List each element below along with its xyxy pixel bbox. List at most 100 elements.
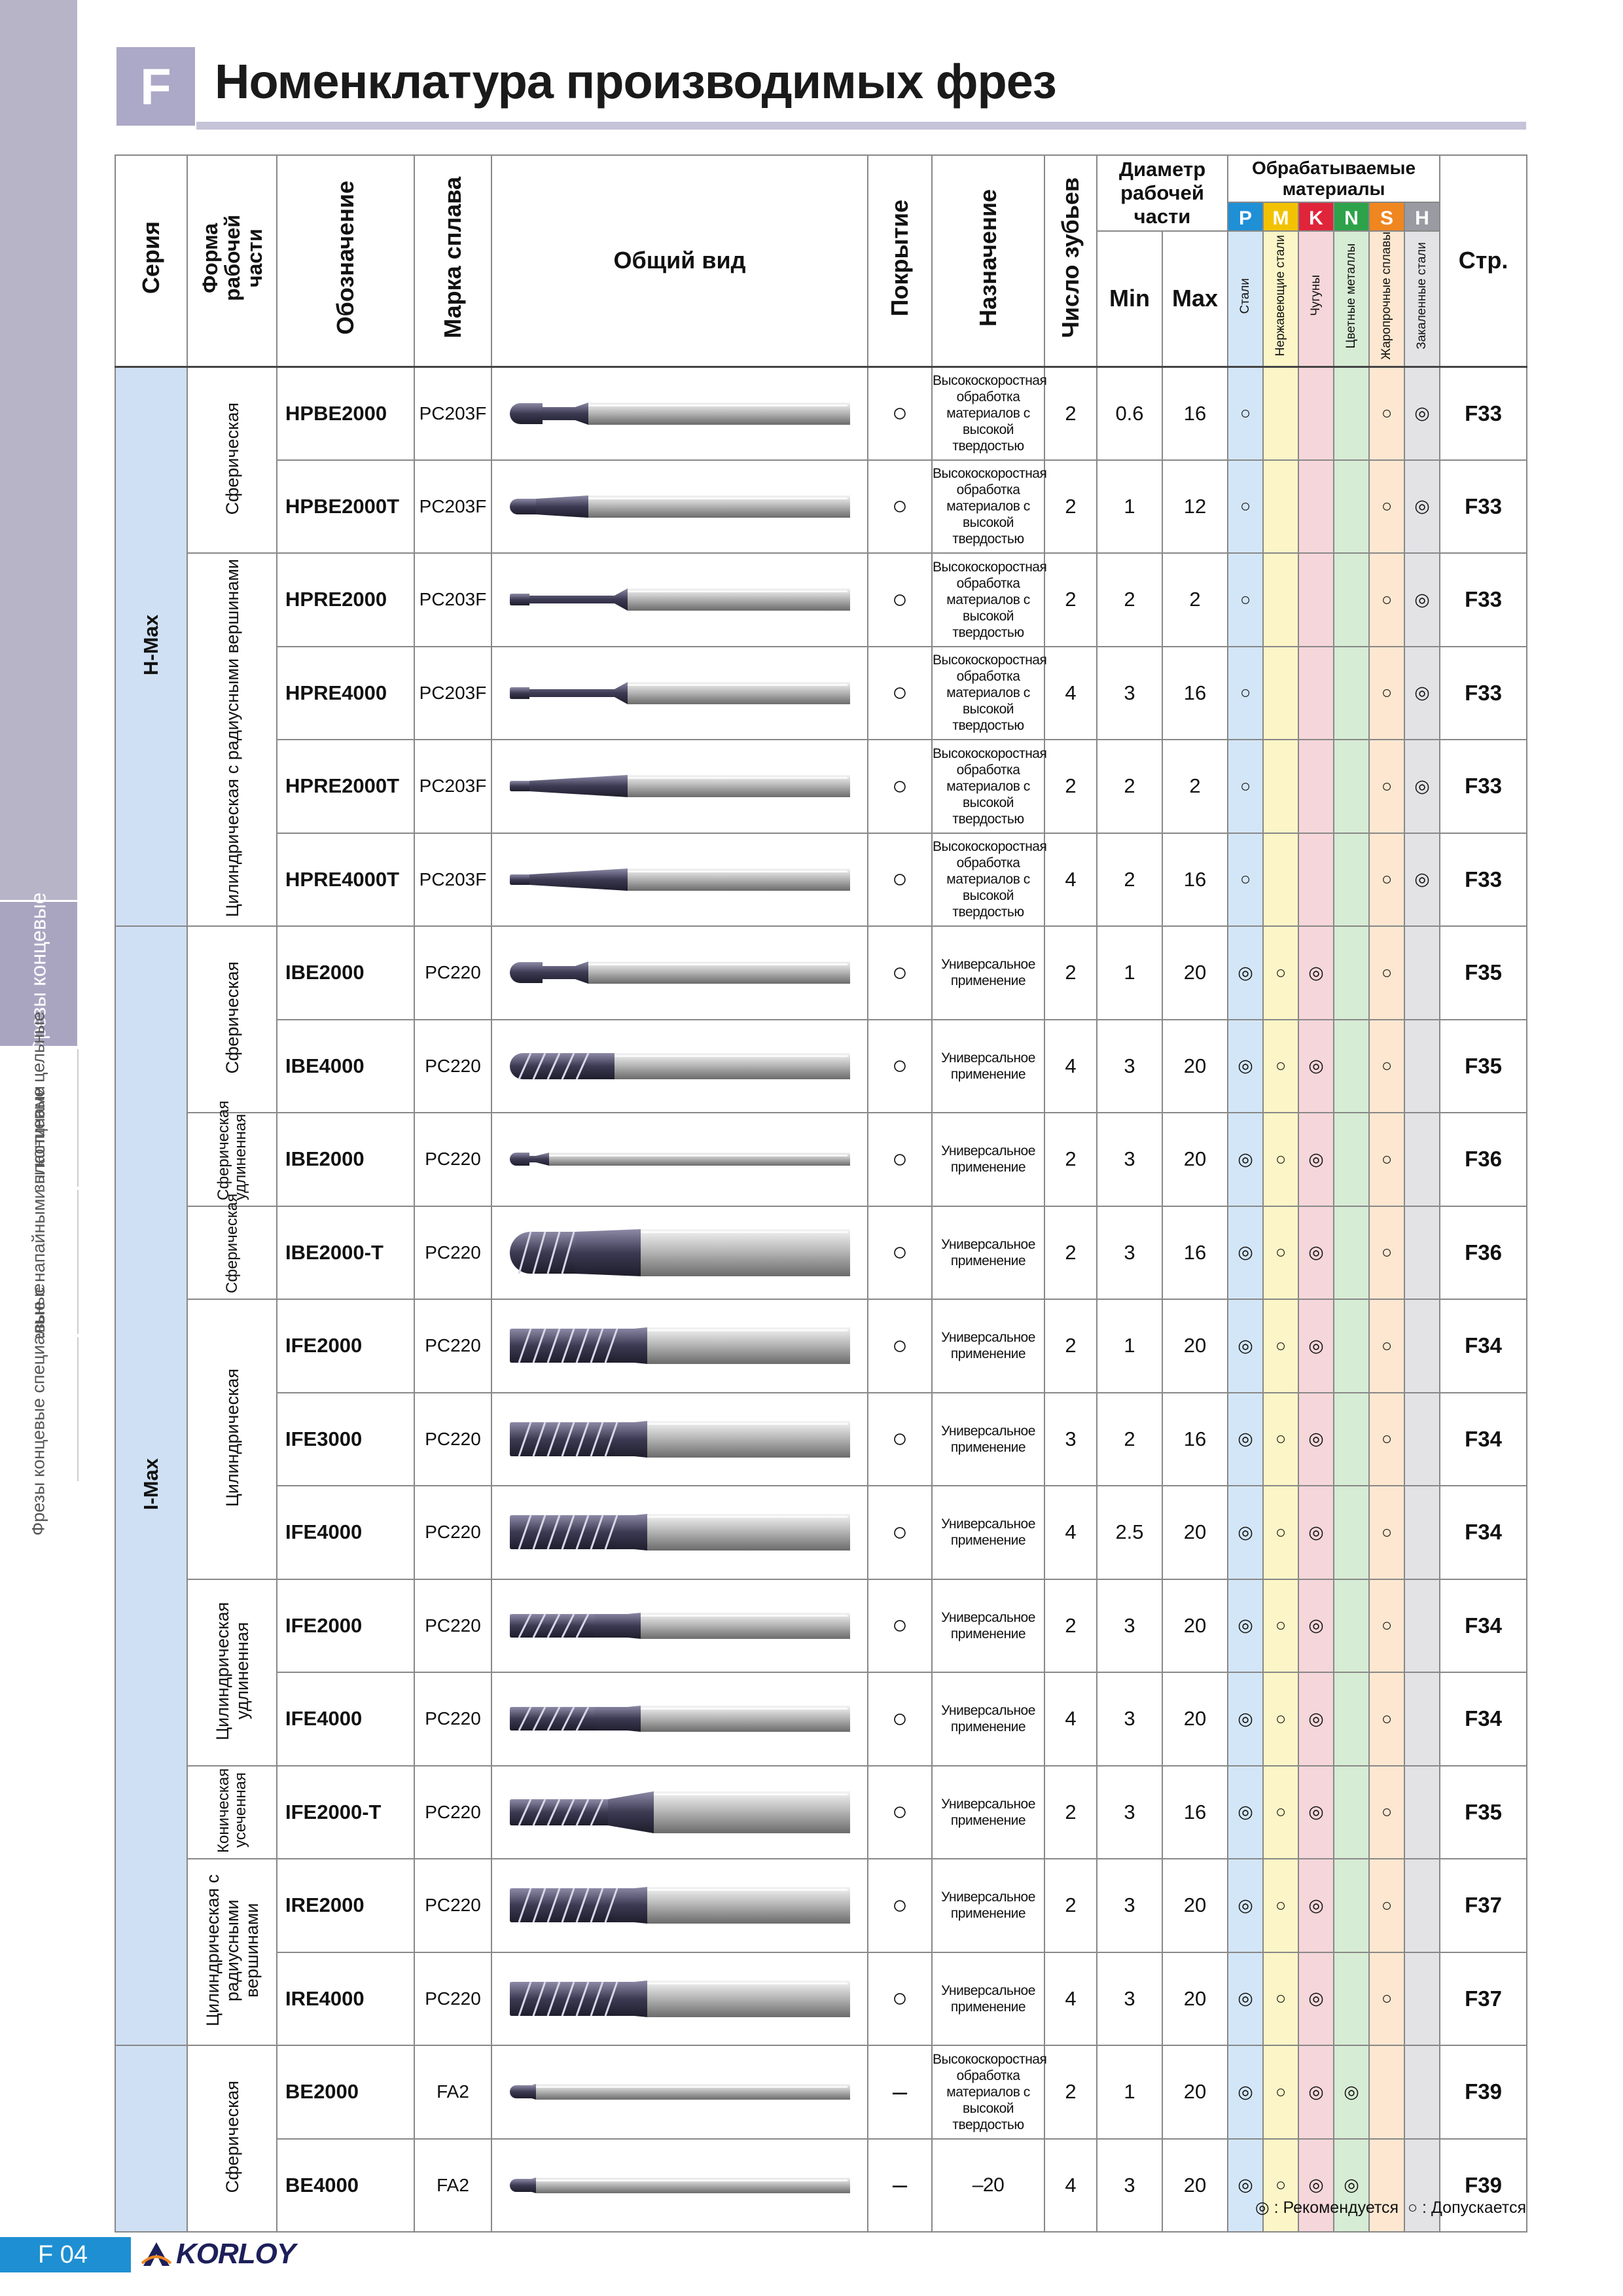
mat-name-H: Закаленные стали — [1403, 230, 1441, 368]
material-mark: ○ — [1262, 1672, 1299, 1767]
table-row[interactable]: I-Max Сферическая IBE2000 PC220 ○ Универсальн… — [115, 925, 1528, 2047]
designation: HPRE2000T — [276, 739, 415, 834]
side-tab-solid[interactable]: Фрезы концевые цельные — [0, 1011, 79, 1225]
end-mill-icon — [509, 961, 850, 984]
grade: PC203F — [414, 552, 492, 647]
material-mark — [1333, 832, 1370, 927]
dia-max: 20 — [1162, 1858, 1228, 1953]
material-mark: ◎ — [1227, 1205, 1264, 1300]
side-tab-indexable[interactable]: Фрезы концевые с напайными пластинами — [0, 1086, 79, 1438]
series-cell: I-Max — [115, 925, 188, 2047]
coating: ○ — [867, 366, 933, 461]
table-row[interactable]: IRE4000 PC220 ○ Универсальное применение 4 3 2… — [115, 1951, 1528, 2047]
material-mark — [1298, 366, 1334, 461]
material-mark — [1403, 1018, 1441, 1114]
designation: HPRE4000T — [276, 832, 415, 927]
tool-image — [491, 1391, 868, 1487]
table-row[interactable]: HPRE4000T PC203F ○ Высокоскоростная обработ… — [115, 832, 1528, 927]
shape-cell: Цилиндрическая с радиусными вершинами — [187, 552, 277, 927]
shape-name: Цилиндрическая удлиненная — [212, 1601, 252, 1740]
material-mark — [1333, 1299, 1370, 1393]
legend-allowed: ○ : Допускается — [1408, 2198, 1526, 2217]
purpose: Высокоскоростная обработка материалов с … — [931, 459, 1047, 554]
end-mill-icon — [509, 1327, 850, 1365]
material-mark — [1403, 1858, 1441, 1953]
table-row[interactable]: H-Max Сферическая HPBE2000 PC203F ○ Высокоско… — [115, 366, 1528, 927]
dia-min: 1 — [1096, 925, 1163, 1020]
coating: ○ — [867, 1858, 933, 1953]
legend-recommended: ◎ : Рекомендуется — [1255, 2198, 1399, 2217]
material-mark — [1403, 1578, 1441, 1674]
side-tab-endmills[interactable]: Фрезы концевые — [0, 892, 77, 1056]
dia-max: 16 — [1162, 832, 1228, 927]
coating: ○ — [867, 832, 933, 927]
dia-max: 20 — [1162, 2138, 1228, 2233]
material-mark: ○ — [1368, 925, 1405, 1020]
page-ref: F34 — [1439, 1672, 1528, 1767]
col-view: Общий вид — [491, 154, 868, 368]
dia-max: 20 — [1162, 925, 1228, 1020]
shape-cell: Цилиндрическая — [187, 1299, 277, 1580]
page-title: Номенклатура производимых фрез — [215, 54, 1057, 109]
table-row[interactable]: Сферическая удлиненная IBE2000 PC220 ○ Униве… — [115, 1100, 1528, 1207]
table-row[interactable]: HPBE2000T PC203F ○ Высокоскоростная обработ… — [115, 459, 1528, 554]
material-mark — [1333, 925, 1370, 1020]
material-mark: ○ — [1368, 1299, 1405, 1393]
designation: BE2000 — [276, 2045, 415, 2140]
material-mark — [1403, 1112, 1441, 1207]
table-row[interactable]: IFE4000 PC220 ○ Универсальное применение 4 3 2… — [115, 1672, 1528, 1767]
grade: PC220 — [414, 1018, 492, 1114]
coating: ○ — [867, 1299, 933, 1393]
table-row[interactable]: Цилиндрическая с радиусными вершинами HPR… — [115, 552, 1528, 927]
material-mark: ○ — [1262, 2045, 1299, 2140]
page-ref: F35 — [1439, 1765, 1528, 1860]
material-mark — [1298, 739, 1334, 834]
table-row[interactable]: Цилиндрическая с радиусными вершинами IRE… — [115, 1858, 1528, 2047]
dia-max: 16 — [1162, 366, 1228, 461]
teeth: 2 — [1044, 1765, 1097, 1860]
page-ref: F33 — [1439, 459, 1528, 554]
side-tab-special[interactable]: Фрезы концевые специальные — [0, 1283, 79, 1535]
dia-min: 3 — [1096, 1205, 1163, 1300]
table-row[interactable]: IFE4000 PC220 ○ Универсальное применение 4 2.… — [115, 1485, 1528, 1580]
table-row[interactable]: HPRE2000T PC203F ○ Высокоскоростная обработ… — [115, 739, 1528, 834]
table-row[interactable]: Коническая усеченная IFE2000-T PC220 ○ Униве… — [115, 1765, 1528, 1860]
material-mark — [1333, 366, 1370, 461]
grade: PC203F — [414, 645, 492, 741]
coating: ○ — [867, 645, 933, 741]
table-row[interactable]: HPRE4000 PC203F ○ Высокоскоростная обработк… — [115, 645, 1528, 741]
material-mark: ○ — [1262, 1578, 1299, 1674]
table-row[interactable]: Сферическая BE2000 FA2 – Высокоскоростная об… — [115, 2045, 1528, 2233]
material-mark — [1333, 459, 1370, 554]
material-mark: ◎ — [1298, 1672, 1334, 1767]
table-row[interactable]: IFE3000 PC220 ○ Универсальное применение 3 2 1… — [115, 1391, 1528, 1487]
material-mark: ◎ — [1403, 645, 1441, 741]
tool-image — [491, 1485, 868, 1580]
designation: IFE4000 — [276, 1672, 415, 1767]
table-row[interactable]: Сферическая IBE2000-T PC220 ○ Универсальное … — [115, 1194, 1528, 1300]
table-row[interactable]: Цилиндрическая IFE2000 PC220 ○ Универсальное… — [115, 1299, 1528, 1580]
mat-letter-S: S — [1368, 202, 1405, 232]
table-row[interactable]: IBE4000 PC220 ○ Универсальное применение 4 3 2… — [115, 1018, 1528, 1114]
material-mark — [1368, 2138, 1405, 2233]
purpose: Высокоскоростная обработка материалов с … — [931, 552, 1047, 647]
material-mark — [1262, 832, 1299, 927]
designation: IFE4000 — [276, 1485, 415, 1580]
table-row[interactable]: Цилиндрическая удлиненная IFE2000 PC220 ○ Ун… — [115, 1578, 1528, 1767]
tool-image — [491, 1672, 868, 1767]
material-mark — [1403, 1485, 1441, 1580]
mat-letter-K: K — [1298, 202, 1334, 232]
material-mark — [1333, 1578, 1370, 1674]
material-mark: ○ — [1227, 459, 1264, 554]
end-mill-icon — [509, 588, 850, 611]
material-mark: ○ — [1262, 1391, 1299, 1487]
dia-min: 2 — [1096, 552, 1163, 647]
material-mark: ○ — [1227, 739, 1264, 834]
material-mark: ○ — [1227, 832, 1264, 927]
material-mark: ○ — [1262, 1112, 1299, 1207]
table-row[interactable]: BE4000 FA2– –20 4 3 20 ◎ ○ ◎ ◎ F39 — [115, 2138, 1528, 2233]
material-mark: ○ — [1368, 645, 1405, 741]
shape-cell: Сферическая — [187, 2045, 277, 2233]
material-mark: ○ — [1368, 1672, 1405, 1767]
material-mark: ◎ — [1403, 459, 1441, 554]
